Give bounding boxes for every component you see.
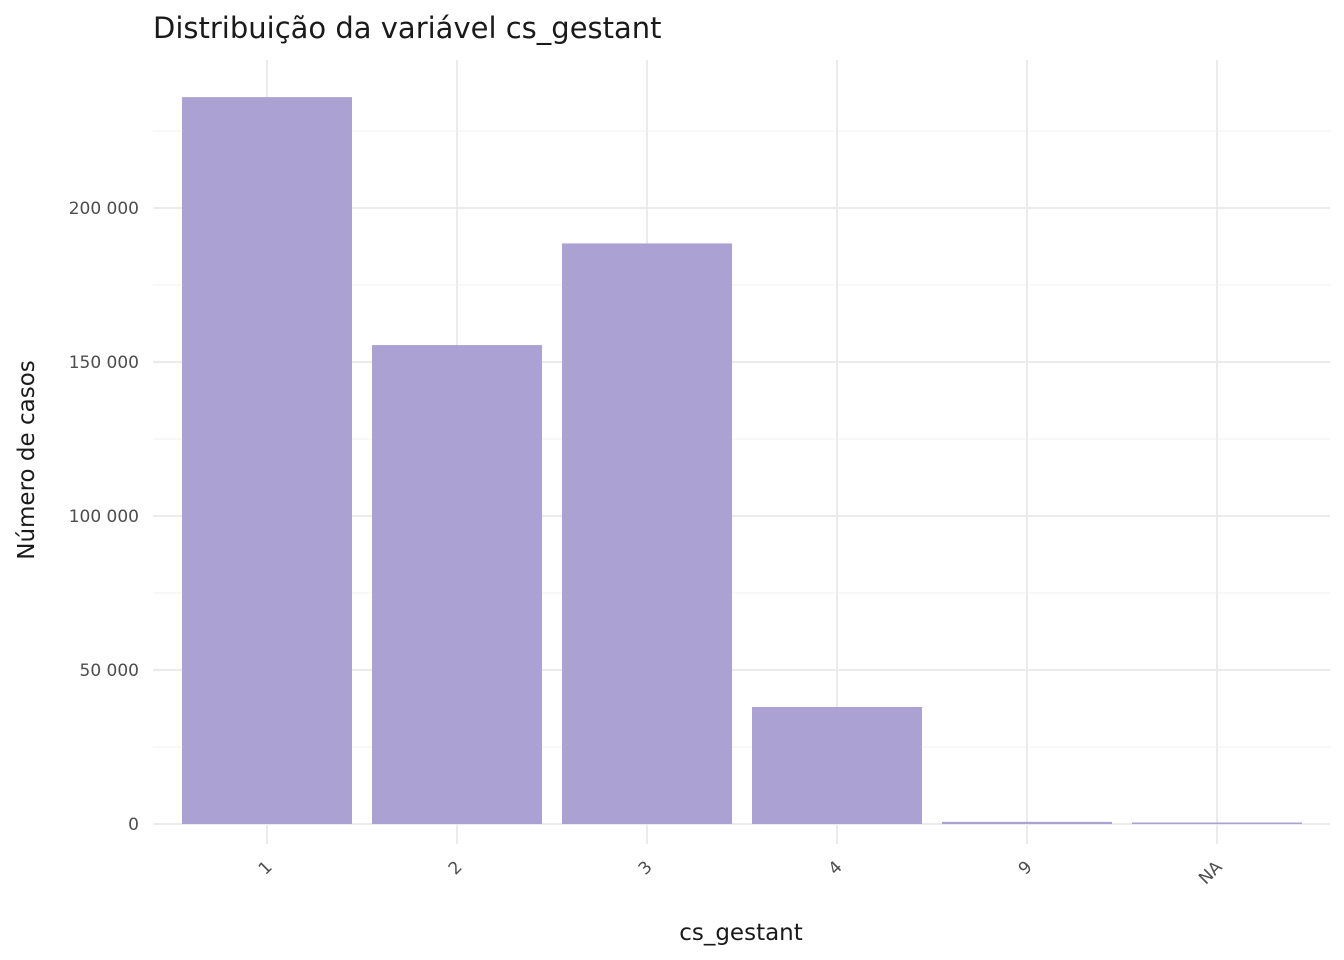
y-tick-label: 200 000 (69, 199, 139, 219)
x-tick-label: NA (1195, 857, 1227, 889)
bars (182, 97, 1302, 825)
x-tick-label: 9 (1015, 857, 1037, 879)
bar-9 (942, 821, 1112, 824)
x-tick-label: 2 (445, 857, 467, 879)
bar-2 (372, 345, 542, 824)
x-tick-label: 4 (825, 857, 847, 879)
x-axis-title: cs_gestant (679, 920, 803, 946)
x-tick-label: 3 (635, 857, 657, 879)
bar-na (1132, 822, 1302, 824)
bar-4 (752, 706, 922, 824)
y-tick-label: 50 000 (80, 661, 139, 681)
bar-3 (562, 243, 732, 825)
y-axis-title: Número de casos (14, 360, 40, 560)
x-axis-ticks: 1 2 3 4 9 NA (255, 857, 1227, 889)
y-tick-label: 150 000 (69, 353, 139, 373)
chart-title: Distribuição da variável cs_gestant (153, 11, 662, 45)
y-tick-label: 100 000 (69, 507, 139, 527)
y-tick-label: 0 (128, 815, 139, 835)
y-axis-ticks: 0 50 000 100 000 150 000 200 000 (69, 199, 139, 835)
bar-1 (182, 97, 352, 825)
x-tick-label: 1 (255, 857, 277, 879)
